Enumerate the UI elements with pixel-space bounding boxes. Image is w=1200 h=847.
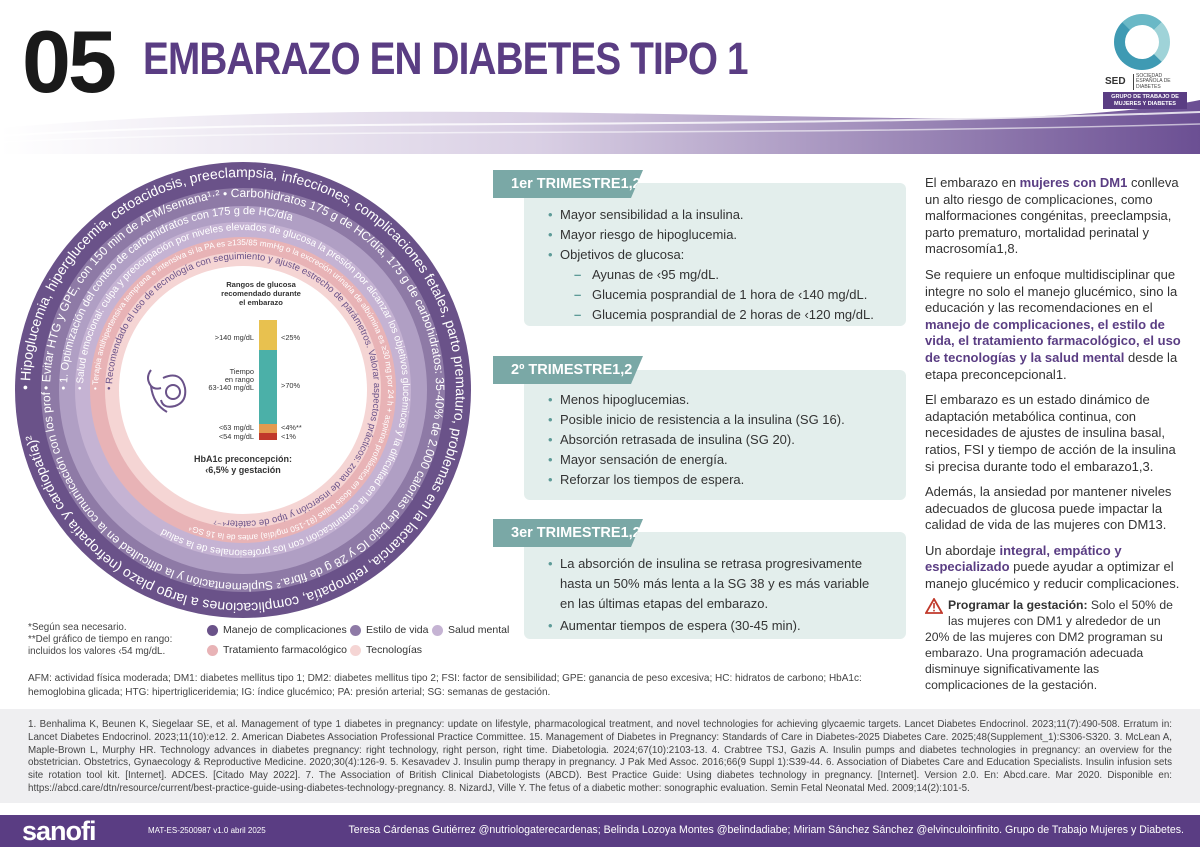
logo-name: SED	[1105, 76, 1126, 87]
t2-item: Mayor sensación de energía.	[548, 450, 896, 470]
pregnant-woman-icon	[147, 369, 187, 413]
summary-text: El embarazo en mujeres con DM1 conlleva …	[925, 175, 1183, 602]
t1-subitem: Ayunas de ‹95 mg/dL.	[548, 265, 896, 285]
summary-p4: Además, la ansiedad por mantener niveles…	[925, 484, 1172, 533]
warning-note: Programar la gestación: Solo el 50% de l…	[925, 597, 1183, 693]
logo-subtitle: SOCIEDAD ESPAÑOLA DE DIABETES	[1133, 73, 1185, 90]
footer-authors: Teresa Cárdenas Gutiérrez @nutriologater…	[348, 824, 1184, 836]
note-2: **Del gráfico de tiempo en rango:	[28, 634, 173, 645]
legend-dot	[432, 624, 443, 636]
warning-title: Programar la gestación:	[948, 598, 1088, 612]
tir-value-range: >70%	[281, 381, 301, 390]
legend-dot	[207, 624, 218, 636]
tir-label-high: >140 mg/dL	[215, 333, 254, 342]
summary-p5: Un abordaje integral, empático y especia…	[925, 542, 1180, 592]
legend-dot	[207, 644, 218, 656]
logo-badge: GRUPO DE TRABAJO DE MUJERES Y DIABETES	[1103, 92, 1187, 109]
tir-label-verylow: <54 mg/dL	[219, 432, 254, 441]
legend-label: Manejo de complicaciones	[223, 624, 347, 636]
section-number: 05	[22, 12, 117, 111]
summary-p3: El embarazo es un estado dinámico de ada…	[925, 392, 1176, 474]
warning-text: Solo el 50% de las mujeres con DM1 y alr…	[925, 598, 1173, 692]
t1-item: Mayor riesgo de hipoglucemia.	[548, 225, 896, 245]
trimester-2-box: Menos hipoglucemias. Posible inicio de r…	[524, 370, 906, 500]
legend-dot	[350, 644, 361, 656]
legend-manejo: Manejo de complicaciones	[207, 624, 347, 636]
hba1c-target: HbA1c preconcepción: ‹6,5% y gestación	[194, 454, 292, 475]
t2-item: Menos hipoglucemias.	[548, 390, 896, 410]
footnotes: *Según sea necesario. **Del gráfico de t…	[28, 622, 172, 658]
tir-label-low: <63 mg/dL	[219, 423, 254, 432]
sanofi-logo: sanofi	[22, 816, 97, 846]
tir-bar-range	[259, 350, 277, 424]
trimester-2-label: 2º TRIMESTRE1,2	[493, 356, 643, 384]
tir-title: Rangos de glucosa recomendado durante el e…	[221, 280, 301, 307]
footer: sanofi MAT-ES-2500987 v1.0 abril 2025 Te…	[0, 815, 1200, 847]
legend-tecnologias: Tecnologías	[350, 644, 422, 656]
t2-item: Reforzar los tiempos de espera.	[548, 470, 896, 490]
tir-bar-high	[259, 320, 277, 350]
summary-p2: Se requiere un enfoque multidisciplinar …	[925, 266, 1181, 382]
t3-item: Aumentar tiempos de espera (30-45 min).	[548, 616, 878, 636]
tir-value-verylow: <1%	[281, 432, 296, 441]
warning-icon	[925, 598, 943, 614]
recommendations-circle: • Hipoglucemia, hiperglucemia, cetoacido…	[13, 160, 471, 618]
tir-bar-low	[259, 424, 277, 433]
summary-p1: El embarazo en mujeres con DM1 conlleva …	[925, 175, 1179, 257]
legend-label: Salud mental	[448, 624, 510, 636]
abbreviations: AFM: actividad física moderada; DM1: dia…	[28, 673, 862, 698]
legend-estilo: Estilo de vida	[350, 624, 428, 636]
note-1: *Según sea necesario.	[28, 622, 127, 633]
footer-code: MAT-ES-2500987 v1.0 abril 2025	[148, 826, 266, 835]
t1-item: Objetivos de glucosa:	[548, 245, 896, 265]
page-title: EMBARAZO EN DIABETES TIPO 1	[143, 33, 749, 84]
note-3: incluidos los valores ‹54 mg/dL.	[28, 646, 166, 657]
legend-label: Tecnologías	[366, 644, 423, 656]
t1-subitem: Glucemia posprandial de 1 hora de ‹140 m…	[548, 285, 896, 305]
references: 1. Benhalima K, Beunen K, Siegelaar SE, …	[0, 709, 1200, 803]
t2-item: Absorción retrasada de insulina (SG 20).	[548, 430, 896, 450]
legend-dot	[350, 624, 361, 636]
sed-logo: SED SOCIEDAD ESPAÑOLA DE DIABETES GRUPO …	[1103, 12, 1187, 109]
t3-item: La absorción de insulina se retrasa prog…	[548, 554, 878, 614]
trimester-1-label: 1er TRIMESTRE1,2	[493, 170, 643, 198]
trimester-3-box: La absorción de insulina se retrasa prog…	[524, 532, 906, 639]
tir-label-range: Tiempo en rango 63-140 mg/dL	[208, 367, 254, 392]
t1-item: Mayor sensibilidad a la insulina.	[548, 205, 896, 225]
t1-subitem: Glucemia posprandial de 2 horas de ‹120 …	[548, 305, 896, 325]
legend-salud: Salud mental	[432, 624, 509, 636]
header-wave	[0, 100, 1200, 154]
tir-value-low: <4%**	[281, 423, 302, 432]
trimester-1-box: Mayor sensibilidad a la insulina. Mayor …	[524, 183, 906, 326]
trimester-3-label: 3er TRIMESTRE1,2	[493, 519, 643, 547]
legend-label: Tratamiento farmacológico	[223, 644, 347, 656]
logo-ring-icon	[1114, 14, 1170, 70]
tir-bar-verylow	[259, 433, 277, 440]
tir-value-high: <25%	[281, 333, 301, 342]
legend-tratamiento: Tratamiento farmacológico	[207, 644, 347, 656]
t2-item: Posible inicio de resistencia a la insul…	[548, 410, 896, 430]
legend-label: Estilo de vida	[366, 624, 429, 636]
